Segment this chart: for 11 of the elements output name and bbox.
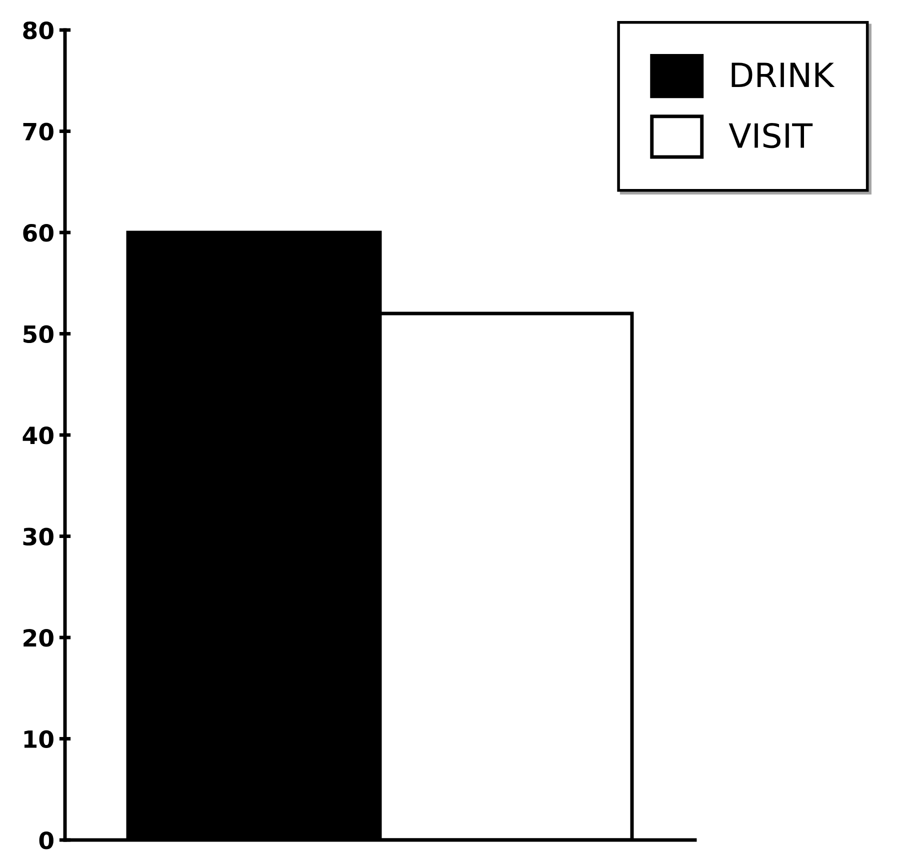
y-tick-label: 40 [22,426,54,444]
y-tick-label: 0 [39,831,54,850]
legend-label: VISIT [728,122,813,148]
y-tick-label: 30 [23,528,54,546]
y-tick-label: 70 [23,122,54,141]
y-tick-label: 60 [23,224,54,242]
y-tick-label: 80 [23,21,54,40]
y-tick-label: 10 [24,730,54,748]
y-tick-label: 50 [24,325,54,344]
legend-label: DRINK [732,62,835,88]
y-tick-label: 20 [24,628,54,647]
